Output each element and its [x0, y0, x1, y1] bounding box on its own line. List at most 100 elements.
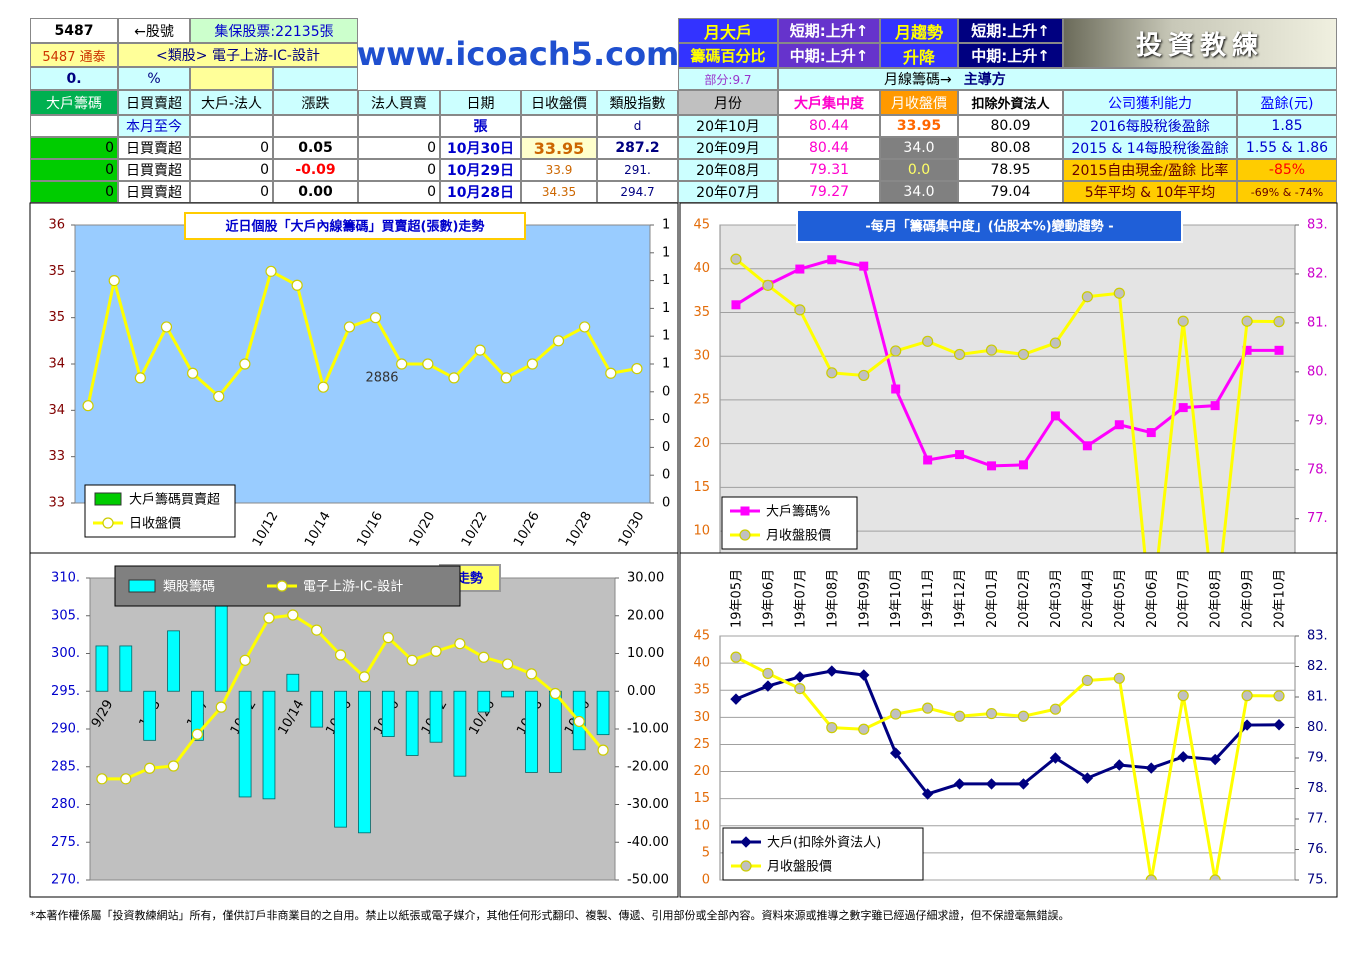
stock-code: 5487: [30, 18, 118, 43]
code-arrow: ←股號: [118, 18, 190, 43]
y-tick-label: 20: [693, 764, 710, 779]
table-cell: 79.27: [778, 181, 880, 203]
y2-tick-label: 83.: [1307, 629, 1328, 644]
y2-tick-label: 77.: [1307, 511, 1328, 526]
marker: [987, 461, 997, 471]
legend-marker: [276, 580, 288, 592]
legend-marker: [102, 517, 114, 529]
x-tick-label: 10/22: [419, 698, 451, 738]
marker: [187, 367, 199, 379]
y2-tick-label: 76.: [1307, 842, 1328, 857]
marker: [167, 760, 180, 772]
marker: [474, 344, 486, 356]
marker: [858, 669, 870, 681]
marker: [82, 400, 94, 412]
table-cell: 33.95: [521, 137, 597, 159]
marker: [1081, 674, 1093, 687]
marker: [730, 651, 742, 663]
y-tick-label: 5: [702, 845, 710, 860]
x-tick-label: 10/30: [616, 509, 648, 549]
y-tick-label: 285.: [51, 759, 80, 774]
marker: [343, 321, 356, 333]
plot-area: [74, 224, 651, 504]
table-cell: 日買賣超: [118, 159, 190, 181]
x-tick-label: 19年06月: [761, 569, 776, 628]
legend-box: [721, 496, 858, 550]
x-tick-label: 10/16: [323, 698, 355, 738]
y2-tick-label: 0: [662, 468, 670, 483]
marker: [985, 778, 998, 790]
table-cell: 本月至今: [118, 115, 190, 137]
marker: [96, 773, 108, 785]
marker: [922, 335, 934, 347]
marker: [1177, 315, 1189, 327]
marker: [953, 348, 966, 361]
bar: [286, 673, 300, 692]
table-cell: 1.55 & 1.86: [1237, 137, 1337, 159]
y-tick-label: 34: [48, 357, 65, 372]
x-tick-label: 10/26: [467, 698, 499, 738]
short-term: 短期:上升↑: [958, 18, 1063, 43]
column-header: 日買賣超: [118, 90, 190, 115]
marker: [889, 747, 902, 759]
x-tick-label: 10/20: [562, 698, 594, 738]
table-cell: 80.08: [958, 137, 1063, 159]
bar: [453, 690, 467, 777]
y-tick-label: 20: [693, 436, 710, 451]
y-tick-label: 33: [48, 496, 65, 511]
chart-title: -每月「籌碼集中度」(佔股本%)變動趨勢 -: [865, 219, 1113, 235]
table-cell: [521, 115, 597, 137]
series-group: [730, 253, 1285, 624]
marker: [795, 264, 805, 274]
y-tick-label: 25: [693, 392, 710, 407]
y-tick-label: 295.: [51, 684, 80, 699]
x-tick-label: 20年10月: [1273, 569, 1288, 628]
table-cell: 20年07月: [678, 181, 778, 203]
legend-swatch: [94, 492, 122, 506]
y2-tick-label: 75.: [1307, 873, 1328, 888]
x-tick-label: 19年05月: [729, 569, 744, 628]
marker: [921, 788, 934, 800]
marker: [1050, 411, 1060, 421]
legend-label: 大戶籌碼買賣超: [129, 493, 220, 508]
marker: [1113, 672, 1125, 684]
marker: [1241, 690, 1253, 702]
table-cell: [30, 115, 118, 137]
table-cell: 34.35: [521, 181, 597, 203]
x-tick-label: 19年09月: [857, 569, 872, 628]
chip-pct: 籌碼百分比: [678, 43, 778, 68]
table-cell: 78.95: [958, 159, 1063, 181]
y-tick-label: 35: [48, 310, 65, 325]
table-cell: 2015自由現金/盈餘 比率: [1063, 159, 1237, 181]
y2-tick-label: 1: [662, 273, 670, 288]
legend-box: [722, 827, 924, 881]
bar: [501, 690, 514, 698]
marker: [1049, 337, 1062, 349]
y2-tick-label: 81.: [1307, 315, 1328, 330]
x-tick-label: 9/29: [89, 698, 117, 731]
plot-area: [719, 635, 1296, 881]
y-tick-label: 275.: [51, 835, 80, 850]
marker: [1210, 614, 1220, 624]
legend-box: [84, 484, 236, 538]
table-cell: 5年平均 & 10年平均: [1063, 181, 1237, 203]
marker: [1017, 348, 1030, 361]
marker: [525, 668, 538, 680]
x-tick-label: 20年07月: [1177, 569, 1192, 628]
marker: [160, 321, 173, 333]
marker: [826, 367, 838, 379]
y-tick-label: 36: [48, 218, 65, 233]
marker: [1177, 690, 1189, 702]
marker: [478, 651, 490, 663]
title-box: [796, 209, 1183, 243]
marker: [108, 275, 120, 287]
legend-label: 月收盤股價: [766, 529, 831, 544]
marker: [263, 612, 275, 624]
updown: 升降: [880, 43, 958, 68]
marker: [1273, 719, 1285, 731]
marker: [215, 701, 227, 713]
plot-area: [719, 224, 1296, 554]
marker: [573, 715, 585, 728]
footer: *本著作權係屬「投資教練網站」所有，僅供訂戶非商業目的之自用。禁止以紙張或電子媒…: [30, 909, 1070, 922]
shares: 集保股票:22135張: [190, 18, 358, 43]
